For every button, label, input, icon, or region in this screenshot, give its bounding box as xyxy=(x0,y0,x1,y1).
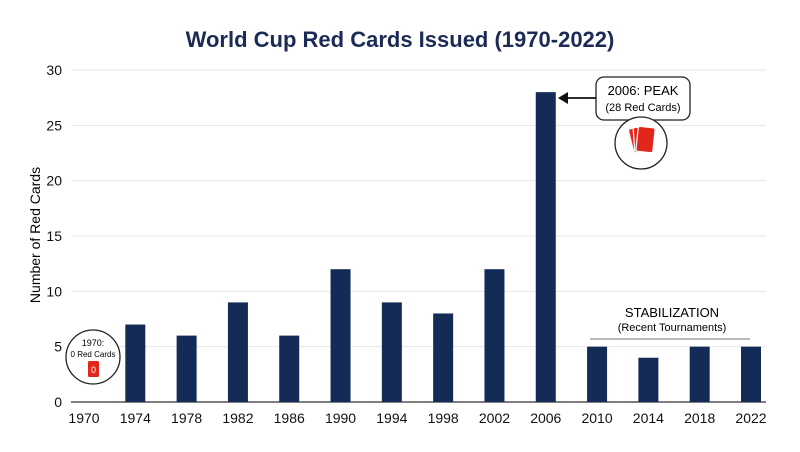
stabilization-subtitle: (Recent Tournaments) xyxy=(618,322,727,334)
y-tick-label: 25 xyxy=(46,117,62,133)
bar-2002 xyxy=(484,269,505,402)
y-tick-label: 0 xyxy=(54,394,62,410)
stabilization-title: STABILIZATION xyxy=(625,305,719,320)
x-tick-label: 2018 xyxy=(684,410,715,426)
annotation-peak: 2006: PEAK (28 Red Cards) xyxy=(558,76,691,170)
bar-1974 xyxy=(125,324,146,402)
red-card-icon-label: 0 xyxy=(91,365,96,375)
annotation-1970-line2: 0 Red Cards xyxy=(71,350,116,359)
annotation-1970-line1: 1970: xyxy=(82,338,105,348)
bar-2014 xyxy=(638,357,659,402)
red-card-icon xyxy=(88,361,99,377)
bar-2006 xyxy=(535,92,556,402)
y-axis-ticks: 0 5 10 15 20 25 30 xyxy=(46,62,62,410)
annotation-1970-circle xyxy=(65,329,121,385)
x-tick-label: 1982 xyxy=(222,410,253,426)
x-tick-label: 1998 xyxy=(428,410,459,426)
bar-1990 xyxy=(330,269,351,402)
x-tick-label: 1990 xyxy=(325,410,356,426)
bar-1982 xyxy=(227,302,248,402)
x-tick-label: 1970 xyxy=(68,410,99,426)
x-axis-ticks: 1970 1974 1978 1982 1986 1990 1994 1998 2002 2006… xyxy=(68,410,766,426)
annotation-stabilization: STABILIZATION (Recent Tournaments) xyxy=(590,305,750,340)
bar-2010 xyxy=(587,346,608,402)
x-tick-label: 2022 xyxy=(735,410,766,426)
y-tick-label: 20 xyxy=(46,173,62,189)
annotation-1970: 1970: 0 Red Cards 0 xyxy=(65,329,121,385)
bar-2018 xyxy=(689,346,710,402)
red-cards-stack-icon xyxy=(627,125,656,154)
y-axis-label: Number of Red Cards xyxy=(27,167,43,303)
peak-callout-line2: (28 Red Cards) xyxy=(605,102,680,114)
bar-2022 xyxy=(741,346,761,402)
x-tick-label: 1978 xyxy=(171,410,202,426)
bar-1998 xyxy=(433,313,454,402)
bar-1994 xyxy=(381,302,402,402)
peak-callout-line1: 2006: PEAK xyxy=(608,83,679,98)
x-tick-label: 2014 xyxy=(633,410,664,426)
bar-1978 xyxy=(176,335,197,402)
x-tick-label: 1994 xyxy=(376,410,407,426)
chart-title: World Cup Red Cards Issued (1970-2022) xyxy=(186,27,615,52)
peak-arrow-head xyxy=(558,92,568,104)
y-tick-label: 10 xyxy=(46,283,62,299)
y-tick-label: 15 xyxy=(46,228,62,244)
x-tick-label: 1974 xyxy=(120,410,151,426)
x-tick-label: 2006 xyxy=(530,410,561,426)
bar-1986 xyxy=(279,335,300,402)
x-tick-label: 1986 xyxy=(274,410,305,426)
y-tick-label: 30 xyxy=(46,62,62,78)
x-tick-label: 2010 xyxy=(581,410,612,426)
x-tick-label: 2002 xyxy=(479,410,510,426)
y-tick-label: 5 xyxy=(54,339,62,355)
bars xyxy=(125,92,761,402)
